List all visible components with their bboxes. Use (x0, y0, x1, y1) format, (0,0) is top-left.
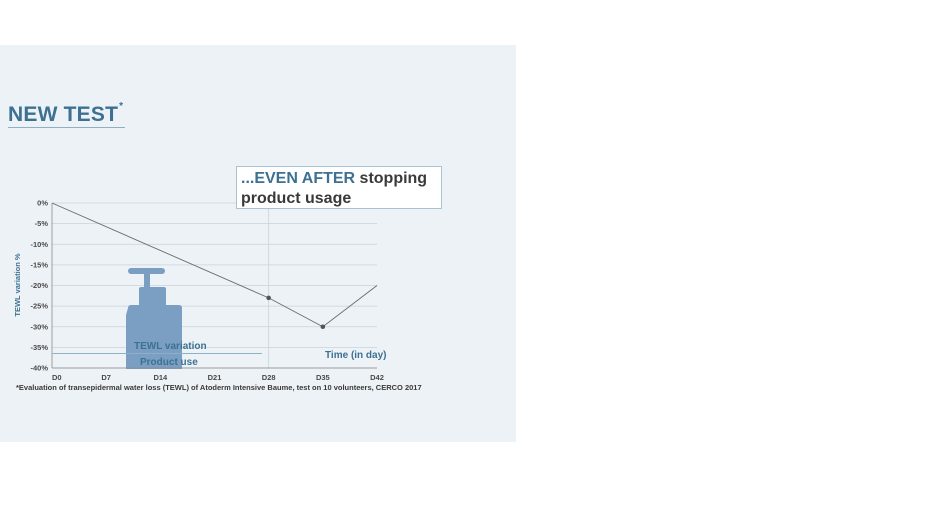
title-footnote-mark: * (119, 101, 124, 112)
x-tick-label: D42 (370, 373, 384, 382)
page-title: NEW TEST* (8, 101, 124, 127)
x-tick-labels: D0 D7 D14 D21 D28 D35 D42 (52, 373, 384, 382)
y-tick-label: -10% (30, 240, 48, 249)
y-axis-label: TEWL variation % (13, 253, 22, 317)
tewl-variation-label: TEWL variation (134, 341, 207, 352)
callout-accent-text: ...EVEN AFTER (241, 170, 356, 187)
y-tick-label: -5% (35, 219, 49, 228)
x-axis-label: Time (in day) (325, 350, 387, 361)
y-tick-label: -30% (30, 322, 48, 331)
x-tick-label: D14 (153, 373, 168, 382)
x-tick-label: D7 (101, 373, 111, 382)
x-tick-label: D0 (52, 373, 62, 382)
x-tick-label: D21 (208, 373, 222, 382)
callout-rest-text: stopping product usage (241, 170, 428, 207)
y-tick-label: -20% (30, 281, 48, 290)
x-tick-label: D35 (316, 373, 330, 382)
data-point (320, 324, 326, 330)
y-tick-label: -15% (30, 260, 48, 269)
y-tick-label: -40% (30, 364, 48, 373)
y-tick-labels: 0% -5% -10% -15% -20% -25% -30% -35% -40% (30, 199, 48, 373)
title-underline (8, 127, 125, 128)
data-point (266, 295, 271, 301)
chart-axes (51, 203, 377, 369)
chart-grid (52, 202, 377, 369)
series-line (51, 202, 378, 328)
footnote: *Evaluation of transepidermal water loss… (16, 383, 422, 392)
chart-series (51, 202, 378, 330)
x-tick-label: D28 (262, 373, 276, 382)
product-use-label: Product use (140, 357, 198, 368)
content-panel (0, 45, 516, 442)
y-tick-label: 0% (37, 199, 48, 208)
product-use-line (52, 353, 262, 354)
callout-box: ...EVEN AFTER stopping product usage (236, 166, 442, 209)
title-text: NEW TEST (8, 103, 119, 126)
y-tick-label: -35% (30, 343, 48, 352)
y-tick-label: -25% (30, 302, 48, 311)
